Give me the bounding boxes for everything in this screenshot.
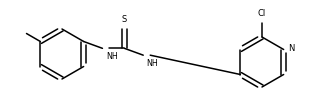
- Text: NH: NH: [147, 59, 158, 68]
- Text: NH: NH: [106, 52, 118, 61]
- Text: N: N: [288, 44, 294, 53]
- Text: S: S: [122, 15, 127, 24]
- Text: Cl: Cl: [258, 9, 266, 18]
